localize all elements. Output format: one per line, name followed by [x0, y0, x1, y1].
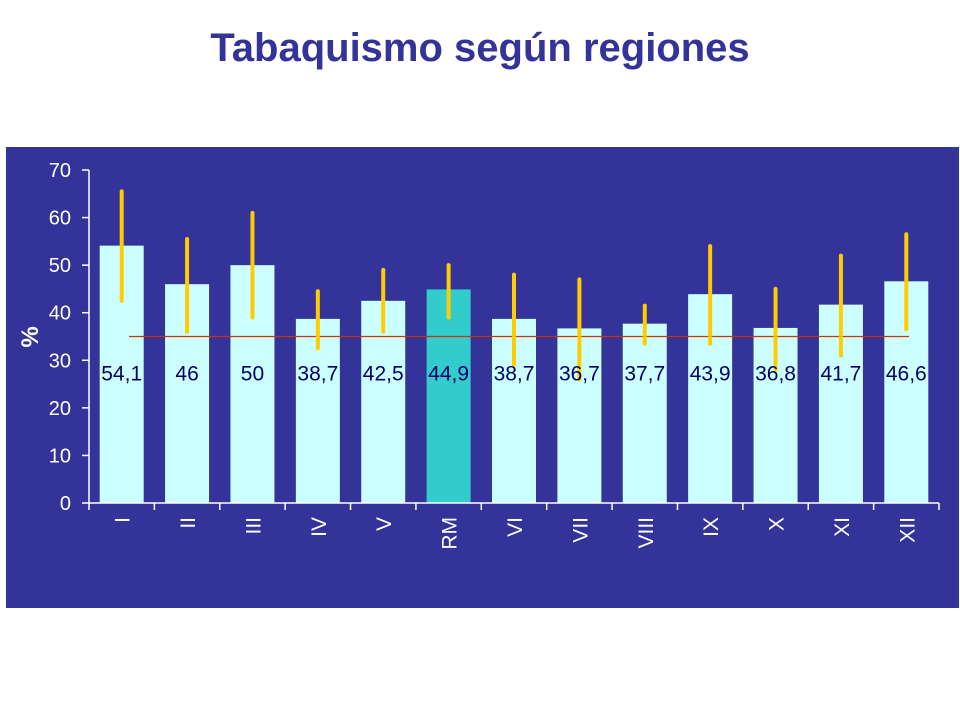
- bar-rm: [426, 289, 471, 503]
- x-tick-label: VIII: [635, 517, 658, 549]
- data-label: 46,6: [886, 363, 927, 386]
- y-tick-label: 10: [49, 445, 71, 467]
- data-label: 41,7: [820, 363, 861, 386]
- x-tick-label: VII: [569, 517, 592, 543]
- x-tick-label: VI: [504, 517, 527, 537]
- data-label: 43,9: [690, 363, 731, 386]
- data-label: 38,7: [297, 363, 338, 386]
- data-label: 36,8: [755, 363, 796, 386]
- chart-background: [6, 147, 959, 608]
- data-label: 42,5: [363, 363, 404, 386]
- x-tick-label: IV: [308, 517, 331, 537]
- bar-viii: [622, 323, 667, 503]
- x-tick-label: III: [242, 517, 265, 535]
- y-tick-label: 70: [49, 160, 71, 182]
- y-axis-label: %: [17, 326, 44, 347]
- bar-chart: 0 10 20 30 40 50 60 70 54,1 I 46 II 50 III 38,7 IV 42,5…: [6, 147, 959, 608]
- x-tick-label: XI: [831, 517, 854, 537]
- data-label: 37,7: [624, 363, 665, 386]
- x-tick-label: I: [112, 517, 135, 523]
- data-label: 36,7: [559, 363, 600, 386]
- y-tick-label: 40: [49, 303, 71, 325]
- y-tick-label: 60: [49, 208, 71, 230]
- data-label: 46: [175, 363, 198, 386]
- bar-v: [361, 300, 406, 503]
- x-tick-label: RM: [439, 517, 462, 550]
- chart-title: Tabaquismo según regiones: [210, 26, 750, 70]
- y-tick-label: 20: [49, 398, 71, 420]
- data-label: 38,7: [494, 363, 535, 386]
- data-label: 44,9: [428, 363, 469, 386]
- x-tick-label: V: [373, 517, 396, 531]
- y-tick-label: 30: [49, 350, 71, 372]
- x-tick-label: XII: [896, 517, 919, 543]
- y-tick-label: 0: [60, 493, 71, 515]
- x-tick-label: II: [177, 517, 200, 529]
- x-tick-label: IX: [700, 517, 723, 537]
- y-tick-label: 50: [49, 255, 71, 277]
- data-label: 54,1: [101, 363, 142, 386]
- x-tick-label: X: [766, 517, 789, 531]
- data-label: 50: [241, 363, 264, 386]
